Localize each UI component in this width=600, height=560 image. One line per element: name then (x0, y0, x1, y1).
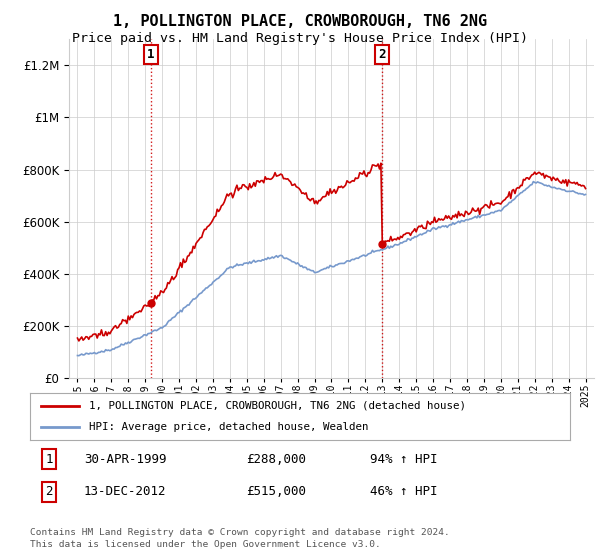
Text: Contains HM Land Registry data © Crown copyright and database right 2024.: Contains HM Land Registry data © Crown c… (30, 528, 450, 536)
Text: 2: 2 (378, 48, 385, 62)
Text: £515,000: £515,000 (246, 486, 306, 498)
Text: HPI: Average price, detached house, Wealden: HPI: Average price, detached house, Weal… (89, 422, 369, 432)
Text: 1, POLLINGTON PLACE, CROWBOROUGH, TN6 2NG (detached house): 1, POLLINGTON PLACE, CROWBOROUGH, TN6 2N… (89, 400, 466, 410)
Text: 1, POLLINGTON PLACE, CROWBOROUGH, TN6 2NG: 1, POLLINGTON PLACE, CROWBOROUGH, TN6 2N… (113, 14, 487, 29)
Text: 13-DEC-2012: 13-DEC-2012 (84, 486, 167, 498)
Text: This data is licensed under the Open Government Licence v3.0.: This data is licensed under the Open Gov… (30, 540, 381, 549)
Text: 2: 2 (45, 486, 53, 498)
Text: £288,000: £288,000 (246, 452, 306, 465)
Text: 94% ↑ HPI: 94% ↑ HPI (370, 452, 438, 465)
Text: 1: 1 (147, 48, 155, 62)
Text: 46% ↑ HPI: 46% ↑ HPI (370, 486, 438, 498)
Text: 30-APR-1999: 30-APR-1999 (84, 452, 167, 465)
Text: 1: 1 (45, 452, 53, 465)
Text: Price paid vs. HM Land Registry's House Price Index (HPI): Price paid vs. HM Land Registry's House … (72, 32, 528, 45)
